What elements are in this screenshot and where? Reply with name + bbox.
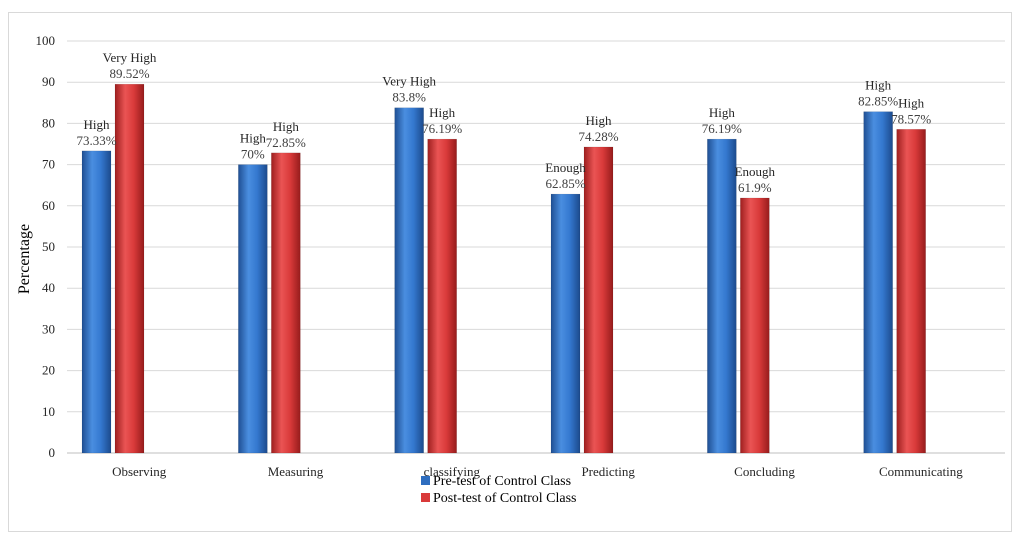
pre-test-bar bbox=[394, 107, 424, 454]
rating-label: High bbox=[709, 105, 736, 120]
x-category-label: classifying bbox=[424, 464, 481, 479]
rating-label: High bbox=[273, 119, 300, 134]
gridlines bbox=[67, 40, 1005, 454]
y-tick-label: 60 bbox=[42, 198, 55, 213]
y-tick-label: 20 bbox=[42, 363, 55, 378]
rating-label: High bbox=[84, 117, 111, 132]
y-tick-label: 90 bbox=[42, 74, 55, 89]
rating-label: High bbox=[865, 78, 892, 93]
y-tick-label: 10 bbox=[42, 404, 55, 419]
post-test-bar bbox=[427, 138, 457, 454]
y-tick-label: 0 bbox=[49, 445, 56, 460]
rating-label: Very High bbox=[103, 50, 157, 65]
x-category-label: Observing bbox=[112, 464, 167, 479]
legend-label: Post-test of Control Class bbox=[433, 491, 577, 506]
y-axis-ticks: 0 10 20 30 40 50 60 70 80 90 100 bbox=[36, 33, 56, 460]
legend-item: Pre-test of Control Class bbox=[421, 474, 571, 489]
value-label: 72.85% bbox=[266, 135, 306, 150]
pre-test-bar bbox=[707, 138, 737, 454]
value-label: 73.33% bbox=[76, 133, 116, 148]
rating-label: High bbox=[586, 113, 613, 128]
x-axis-categories: Observing Measuring classifying Predicting C… bbox=[112, 464, 963, 479]
value-label: 78.57% bbox=[891, 111, 931, 126]
post-test-bar bbox=[583, 146, 614, 454]
rating-label: High bbox=[898, 95, 925, 110]
x-category-label: Predicting bbox=[581, 464, 635, 479]
pre-test-bar bbox=[550, 193, 581, 454]
legend: Pre-test of Control Class Post-test of Co… bbox=[421, 474, 577, 506]
post-test-bar bbox=[896, 129, 926, 454]
pre-test-bar bbox=[238, 164, 268, 454]
y-tick-label: 50 bbox=[42, 239, 55, 254]
value-label: 74.28% bbox=[578, 129, 618, 144]
value-label: 83.8% bbox=[392, 90, 426, 105]
rating-label: High bbox=[240, 131, 267, 146]
y-tick-label: 30 bbox=[42, 321, 55, 336]
rating-label: Enough bbox=[735, 164, 776, 179]
post-test-bar bbox=[114, 83, 145, 454]
legend-swatch bbox=[421, 476, 430, 485]
x-category-label: Communicating bbox=[879, 464, 963, 479]
y-tick-label: 70 bbox=[42, 157, 55, 172]
y-tick-label: 80 bbox=[42, 115, 55, 130]
x-category-label: Concluding bbox=[734, 464, 795, 479]
rating-label: Very High bbox=[382, 74, 436, 89]
rating-label: Enough bbox=[545, 160, 586, 175]
value-label: 76.19% bbox=[422, 121, 462, 136]
pre-test-bar bbox=[863, 111, 893, 454]
x-category-label: Measuring bbox=[268, 464, 324, 479]
value-label: 70% bbox=[241, 147, 265, 162]
post-test-bar bbox=[740, 197, 770, 454]
value-label: 76.19% bbox=[702, 121, 742, 136]
y-tick-label: 100 bbox=[36, 33, 56, 48]
legend-item: Post-test of Control Class bbox=[421, 491, 577, 506]
y-axis-title: Percentage bbox=[16, 224, 33, 294]
rating-label: High bbox=[429, 105, 456, 120]
legend-swatch bbox=[421, 493, 430, 502]
post-test-bar bbox=[271, 152, 301, 454]
bars bbox=[81, 83, 926, 454]
chart-frame: 0 10 20 30 40 50 60 70 80 90 100 73.33% High 89.52% V… bbox=[8, 12, 1012, 532]
legend-label: Pre-test of Control Class bbox=[433, 474, 571, 489]
value-label: 62.85% bbox=[545, 176, 585, 191]
value-label: 61.9% bbox=[738, 180, 772, 195]
y-tick-label: 40 bbox=[42, 280, 55, 295]
value-label: 82.85% bbox=[858, 94, 898, 109]
value-label: 89.52% bbox=[109, 66, 149, 81]
pre-test-bar bbox=[81, 150, 112, 454]
